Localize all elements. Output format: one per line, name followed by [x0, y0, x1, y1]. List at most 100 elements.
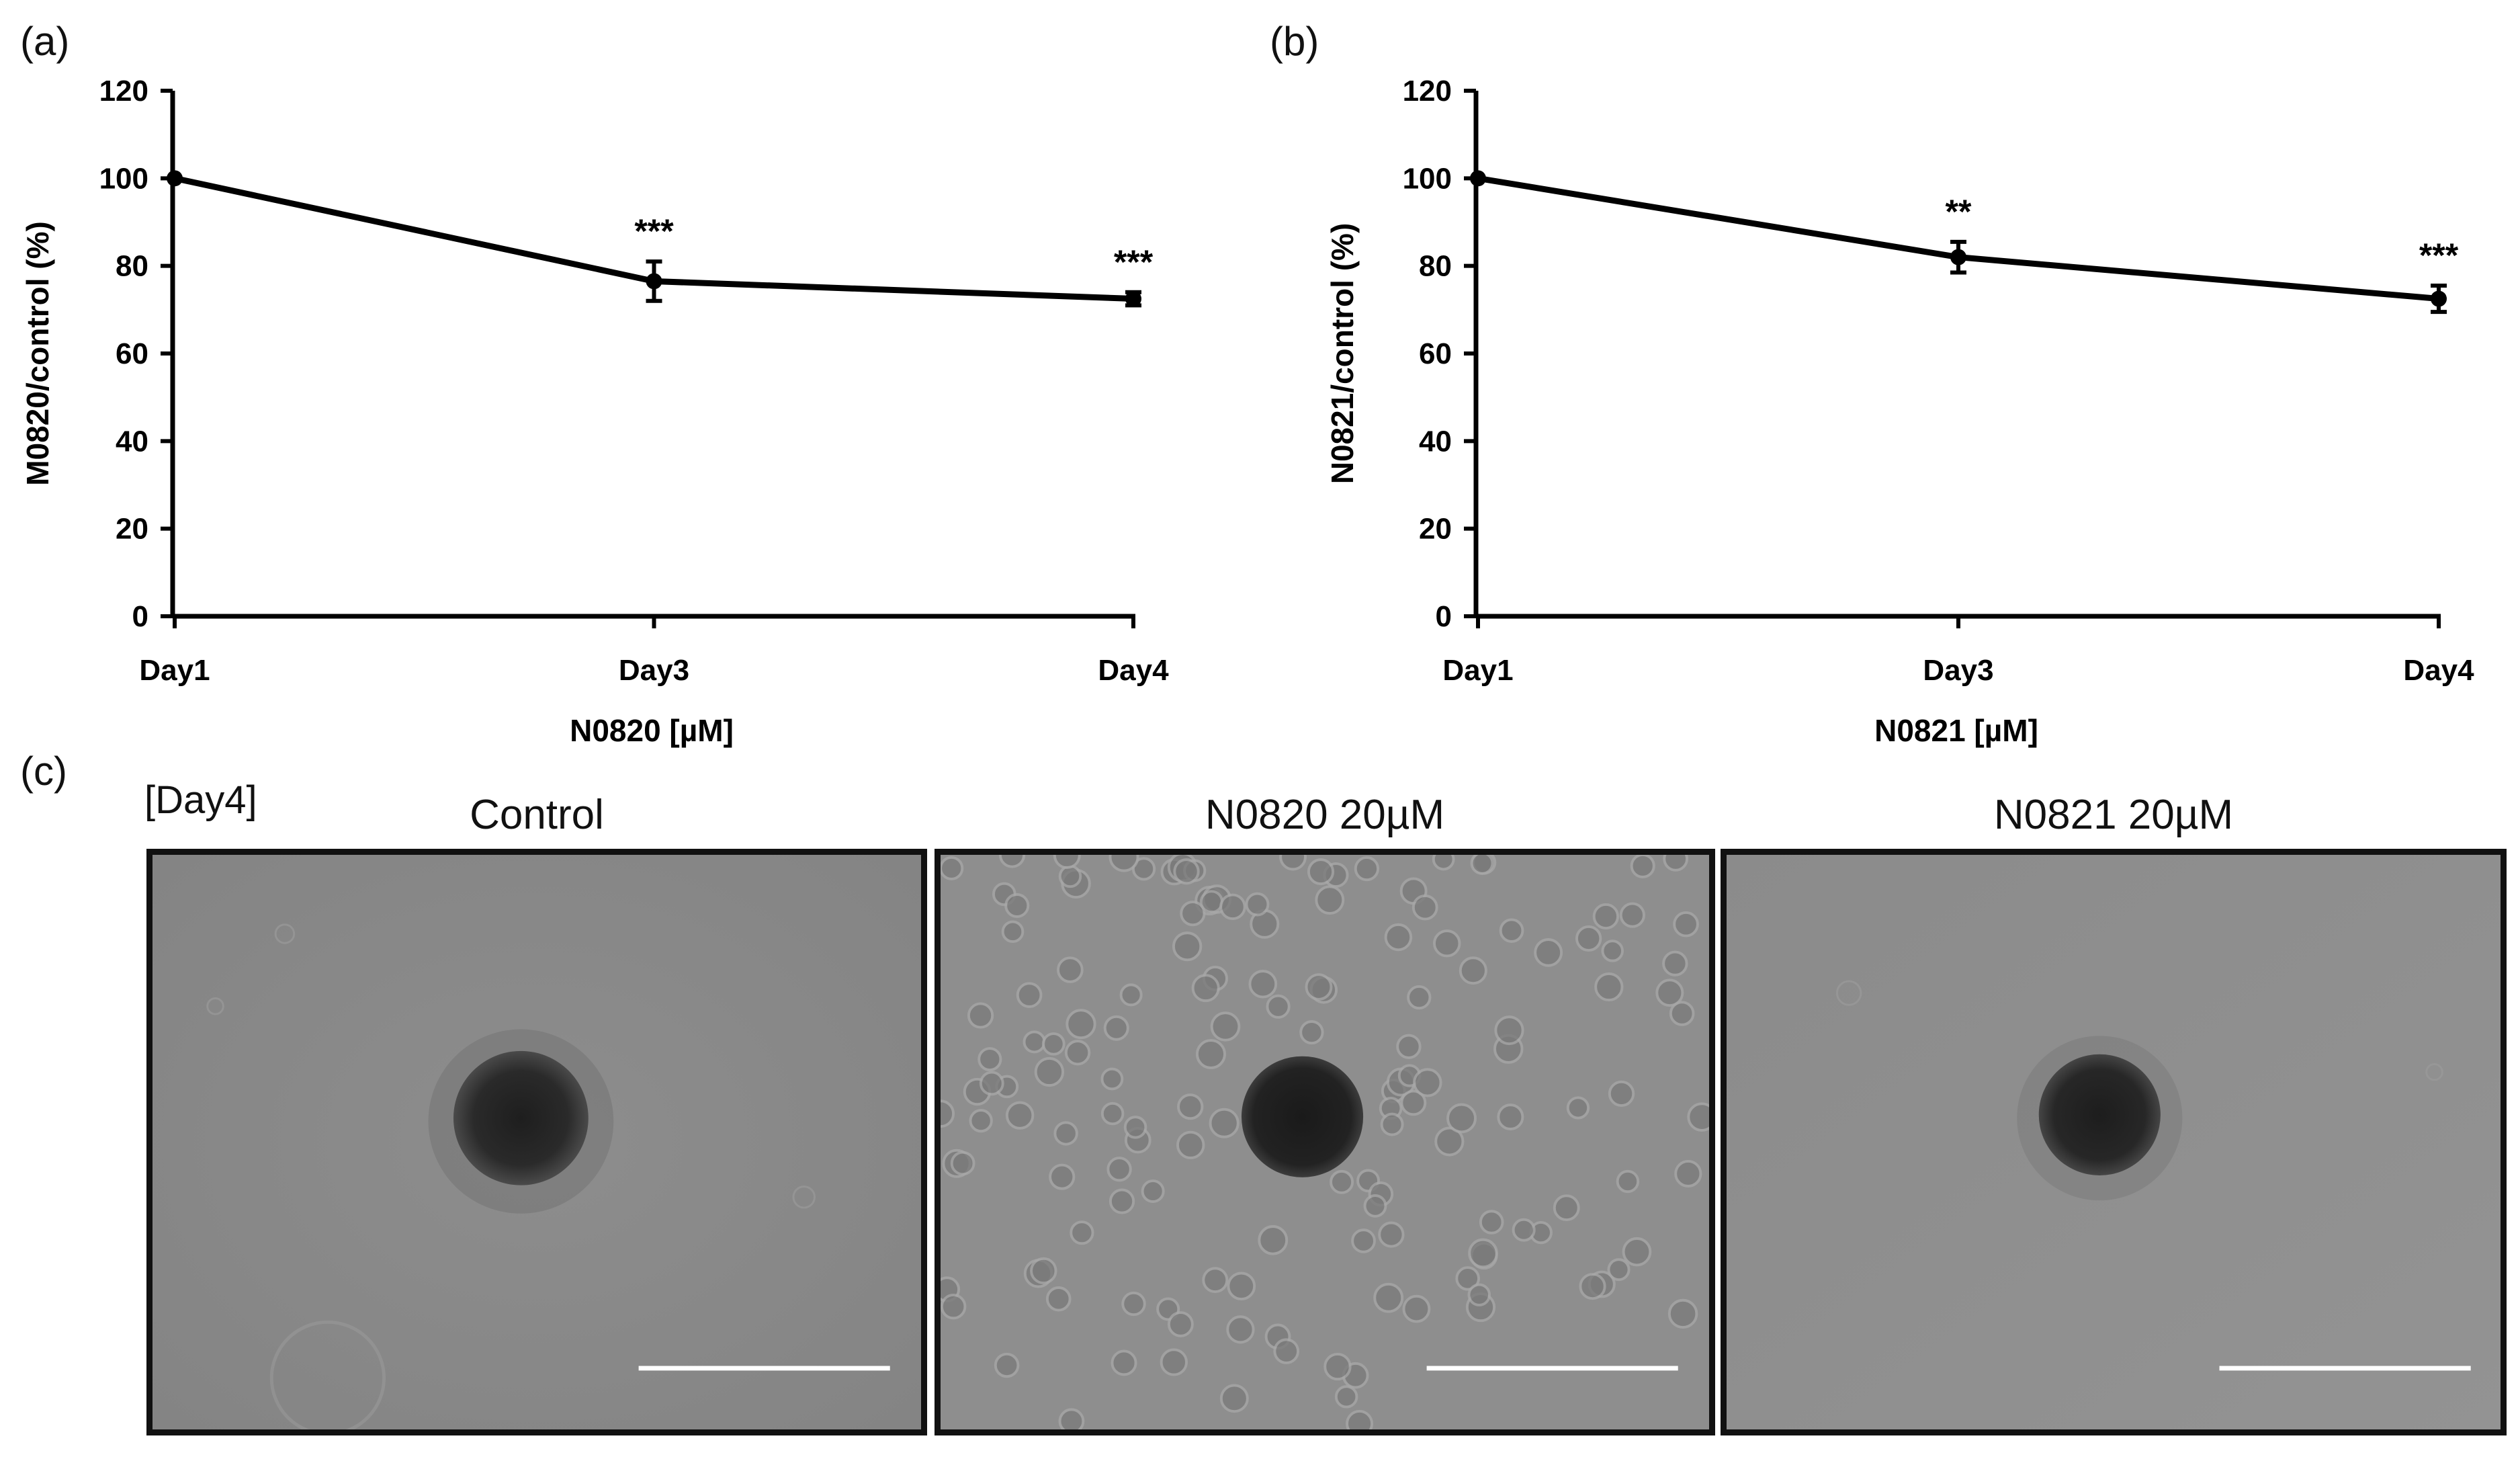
floating-cell — [1687, 1102, 1709, 1132]
floating-cell — [1619, 902, 1645, 928]
chart-a-x-axis-title: N0820 [µM] — [570, 713, 734, 748]
y-tick-label: 40 — [1419, 425, 1452, 458]
micro-title-control: Control — [470, 792, 604, 838]
floating-cell — [1299, 1020, 1324, 1045]
floating-cell — [998, 855, 1026, 868]
floating-cell — [941, 856, 964, 880]
floating-cell — [1109, 1188, 1135, 1214]
floating-cell — [1058, 1408, 1085, 1429]
floating-cell — [1141, 1179, 1165, 1203]
floating-cell — [1160, 1348, 1188, 1376]
y-tick-label: 20 — [1419, 513, 1452, 546]
floating-cell — [1307, 858, 1335, 886]
chart-a-y-axis-title: M0820/control (%) — [20, 221, 55, 486]
floating-cell — [1378, 1221, 1405, 1248]
floating-cell — [1177, 1093, 1204, 1120]
spheroid — [453, 1050, 589, 1185]
floating-cell — [1219, 1384, 1249, 1413]
floating-cell — [1323, 1352, 1352, 1381]
x-tick-label: Day1 — [139, 654, 210, 687]
floating-cell — [1534, 938, 1563, 967]
floating-cell — [1334, 1385, 1358, 1409]
floating-cell — [1070, 1220, 1094, 1245]
data-point — [1470, 170, 1486, 187]
floating-cell — [969, 1109, 993, 1133]
floating-cell — [1575, 925, 1602, 952]
floating-cell — [1103, 1015, 1129, 1041]
floating-cell — [1380, 1112, 1404, 1136]
floating-cell — [1667, 1298, 1698, 1329]
x-tick-label: Day4 — [1098, 654, 1169, 687]
floating-cell — [1258, 1225, 1289, 1255]
floating-cell — [1346, 1410, 1374, 1429]
floating-cell — [1001, 920, 1025, 944]
floating-cell — [977, 1047, 1002, 1072]
floating-cell — [1064, 1040, 1091, 1066]
floating-cell — [1100, 1101, 1125, 1126]
floating-cell — [1219, 893, 1246, 921]
floating-cell — [1608, 1080, 1635, 1107]
micro-image-control — [146, 849, 927, 1435]
floating-cell — [1497, 1103, 1524, 1130]
floating-cell — [1273, 1338, 1300, 1364]
floating-cell — [1279, 855, 1307, 871]
floating-cell — [1622, 1237, 1652, 1267]
floating-cell — [1351, 1228, 1376, 1253]
floating-cell — [1655, 978, 1684, 1007]
data-point — [167, 170, 183, 187]
floating-cell — [1446, 1103, 1477, 1134]
floating-cell — [1594, 972, 1624, 1002]
y-tick-label: 60 — [1419, 337, 1452, 370]
panel-label-b: (b) — [1270, 19, 1319, 64]
floating-cell — [1053, 855, 1081, 870]
floating-cell — [1057, 956, 1084, 983]
x-tick-label: Day4 — [2403, 654, 2474, 687]
y-tick-label: 80 — [1419, 250, 1452, 283]
floating-cell — [1016, 982, 1043, 1008]
floating-cell — [1058, 864, 1082, 888]
micro-title-n0820: N0820 20µM — [1205, 792, 1445, 838]
floating-cells — [941, 855, 1709, 1429]
chart-b-axes — [1473, 91, 2441, 619]
floating-cell — [1616, 1169, 1640, 1194]
floating-cell — [1245, 892, 1270, 917]
chart-a-series: *** *** — [167, 170, 1154, 308]
floating-cell — [1373, 1282, 1404, 1313]
floating-cell — [1434, 1126, 1465, 1157]
floating-cell — [1049, 1163, 1076, 1190]
micro-image-n0820 — [935, 849, 1715, 1435]
y-tick-label: 0 — [132, 600, 148, 633]
bubble — [792, 1185, 816, 1209]
bubble — [2425, 1062, 2443, 1081]
floating-cell — [1109, 855, 1139, 872]
floating-cell — [1266, 994, 1291, 1019]
floating-cell — [1411, 894, 1438, 921]
floating-cell — [1180, 901, 1206, 927]
floating-cell — [1034, 1056, 1065, 1087]
y-tick-label: 100 — [99, 162, 148, 195]
spheroid-image-n0820 — [941, 855, 1709, 1429]
floating-cell — [1396, 1034, 1422, 1059]
y-tick-label: 120 — [99, 75, 148, 108]
bubble — [269, 1320, 386, 1429]
floating-cell — [1432, 855, 1455, 871]
floating-cell — [1384, 923, 1413, 952]
floating-cell — [1467, 1283, 1491, 1306]
x-tick-label: Day1 — [1442, 654, 1513, 687]
y-tick-label: 60 — [116, 337, 148, 370]
chart-a-axes — [170, 91, 1135, 619]
floating-cell — [1191, 974, 1220, 1003]
floating-cell — [1315, 885, 1345, 915]
bubble — [206, 997, 224, 1015]
floating-cell — [950, 1151, 975, 1176]
floating-cell — [1066, 1009, 1096, 1040]
significance-label: *** — [2419, 237, 2459, 274]
floating-cell — [1172, 931, 1203, 962]
day-label: [Day4] — [144, 778, 257, 822]
floating-cell — [1512, 1218, 1536, 1242]
floating-cell — [1663, 855, 1689, 872]
floating-cell — [1674, 1159, 1702, 1187]
floating-cell — [979, 1071, 1004, 1096]
floating-cell — [1479, 1210, 1504, 1235]
spheroid — [1241, 1056, 1364, 1177]
